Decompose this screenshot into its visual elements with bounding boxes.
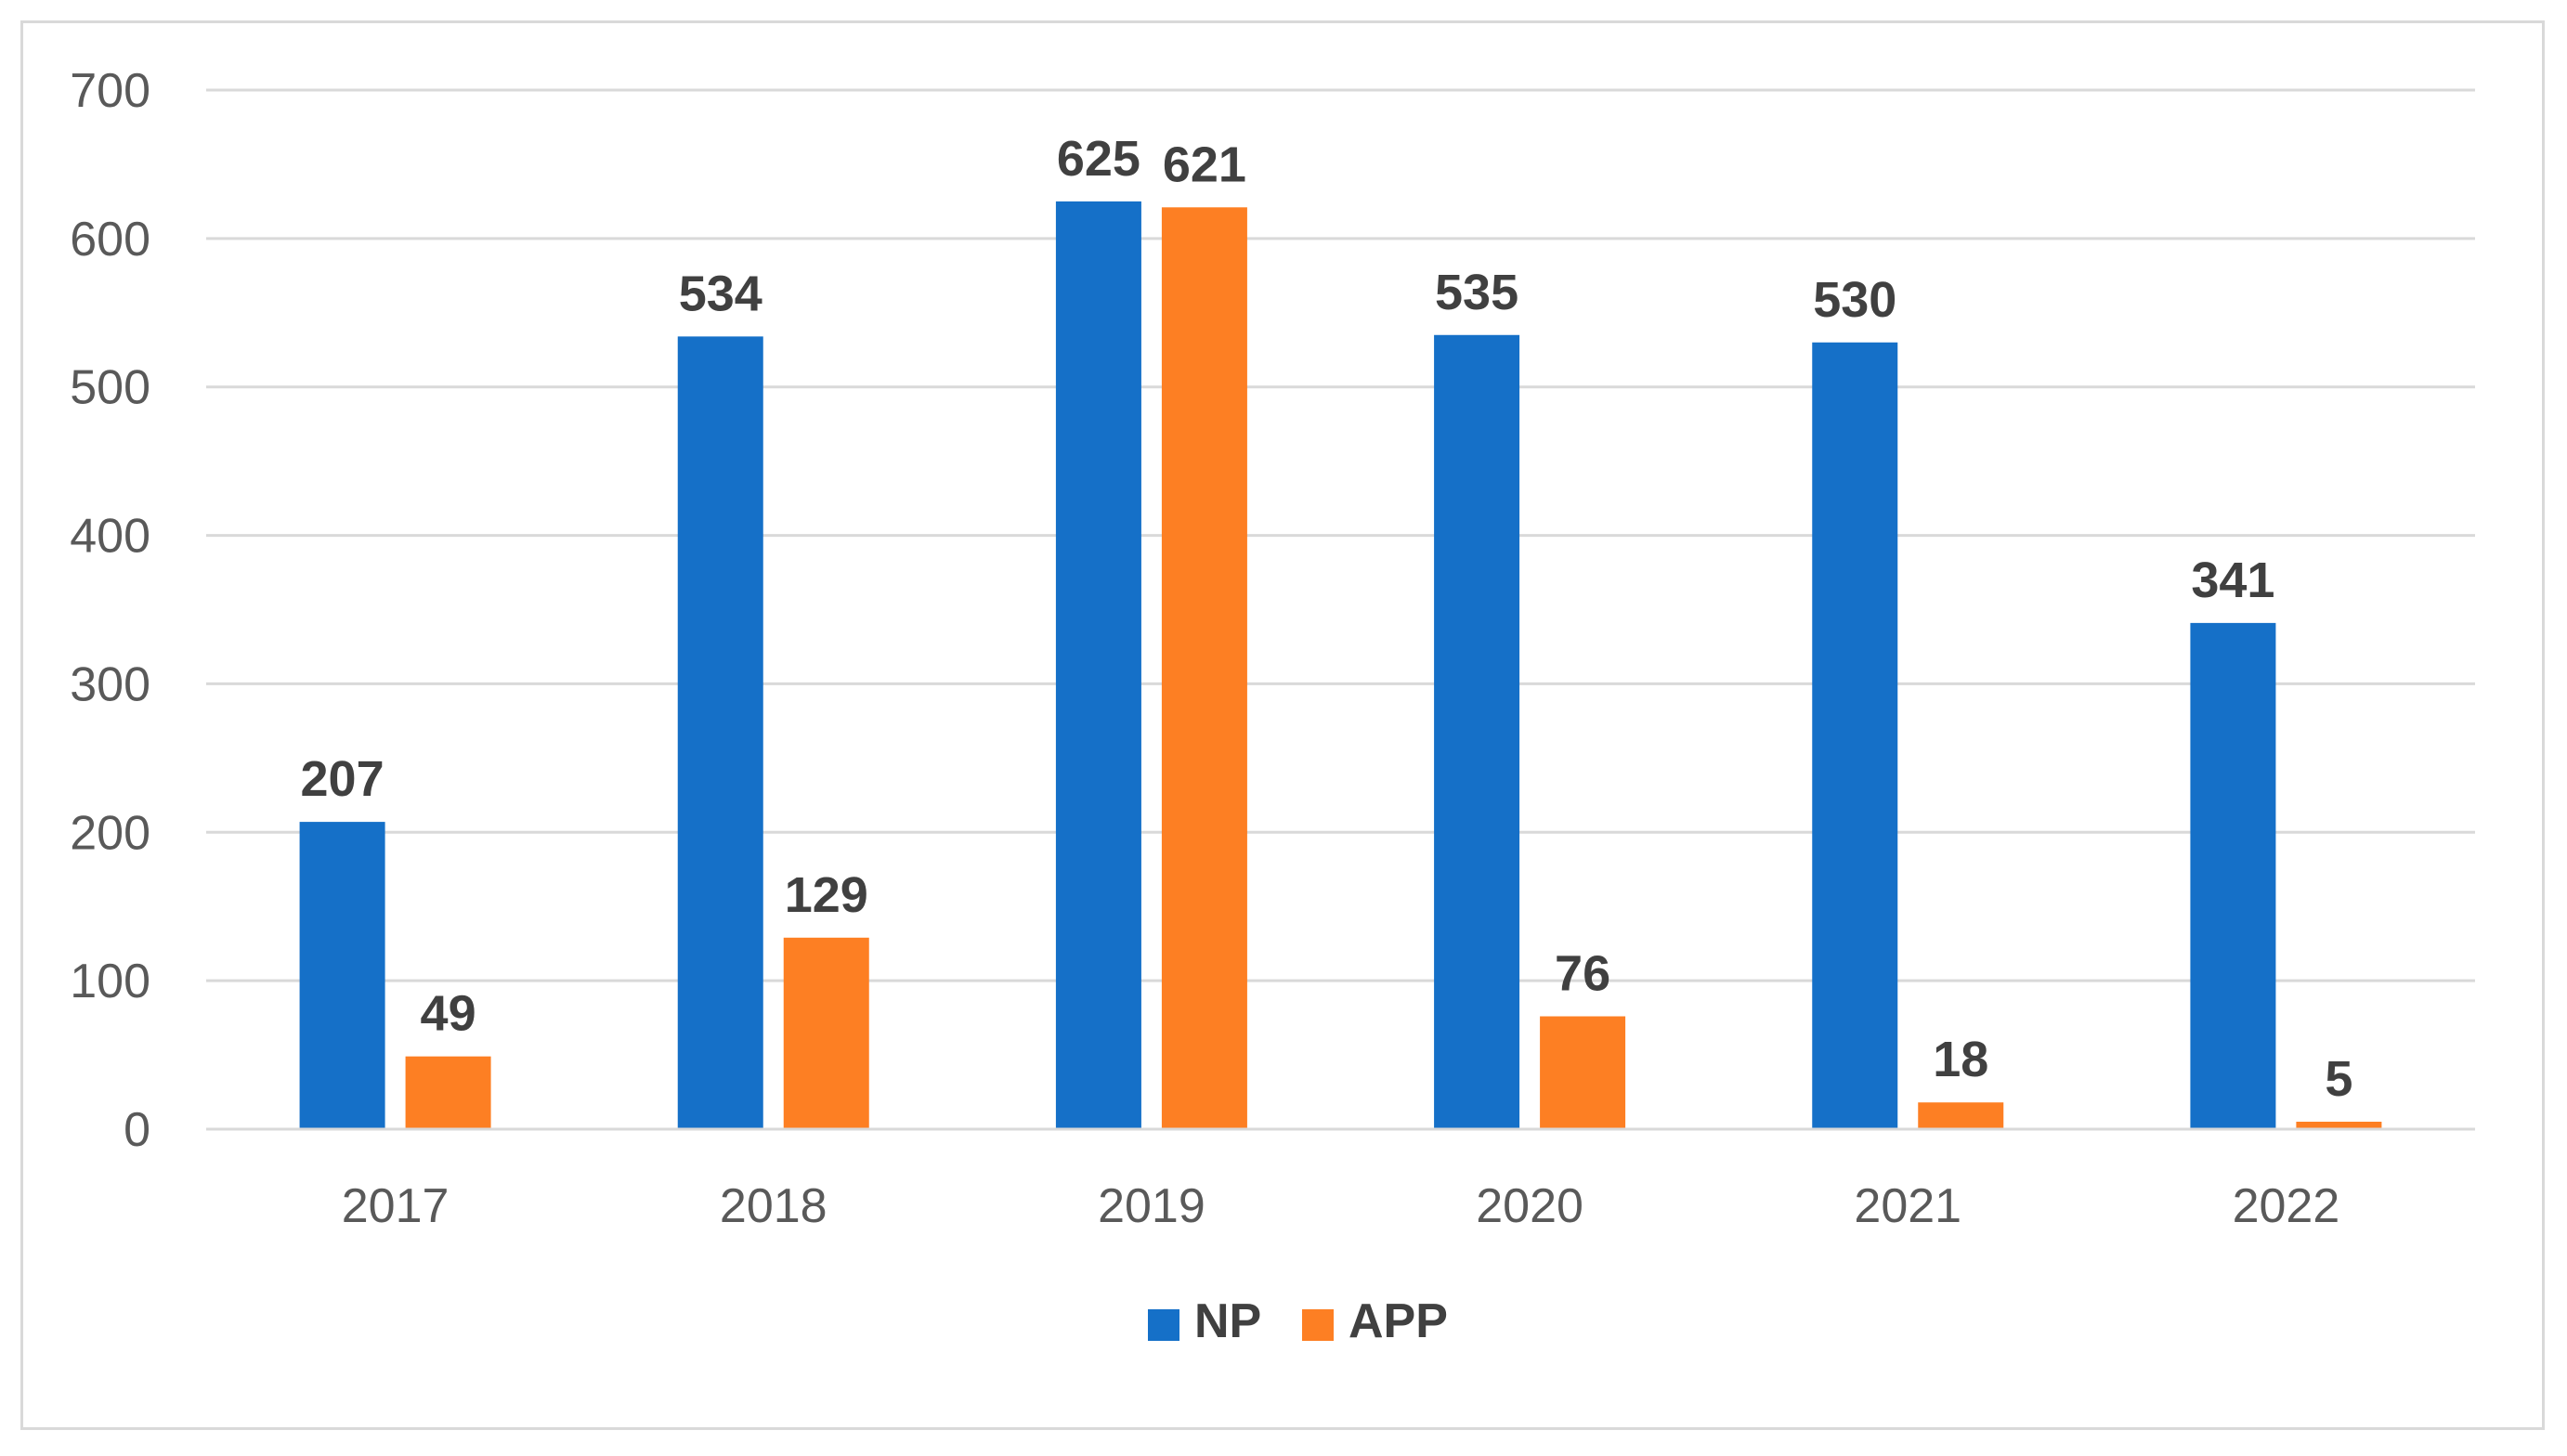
x-axis: 2017 2018 2019 2020 2021 2022 xyxy=(206,1127,2475,1233)
data-label-app-2021: 18 xyxy=(1933,1032,1988,1087)
bars xyxy=(299,201,2382,1130)
data-label-app-2018: 129 xyxy=(785,867,868,923)
y-tick-label: 500 xyxy=(70,361,150,415)
bar-np-2018 xyxy=(677,336,763,1129)
y-tick-label: 0 xyxy=(124,1103,150,1157)
bar-app-2019 xyxy=(1161,207,1247,1130)
legend: NP APP xyxy=(1148,1294,1448,1348)
bar-app-2018 xyxy=(783,937,869,1129)
bar-app-2021 xyxy=(1918,1102,2004,1129)
y-axis: 0 100 200 300 400 500 600 700 xyxy=(70,64,150,1157)
gridlines xyxy=(206,88,2475,1131)
bar-app-2022 xyxy=(2296,1122,2382,1129)
legend-label-app: APP xyxy=(1349,1294,1448,1348)
data-label-app-2022: 5 xyxy=(2325,1051,2352,1107)
bar-np-2022 xyxy=(2190,622,2276,1129)
data-labels: 207 49 534 129 625 621 535 76 530 18 341 5 xyxy=(301,131,2353,1107)
y-tick-label: 400 xyxy=(70,510,150,564)
bar-np-2020 xyxy=(1434,334,1520,1129)
data-label-np-2019: 625 xyxy=(1057,131,1140,187)
data-label-app-2017: 49 xyxy=(421,986,476,1042)
x-tick-label-2019: 2019 xyxy=(1098,1179,1205,1233)
chart-frame xyxy=(20,20,2545,1430)
legend-swatch-app xyxy=(1302,1309,1334,1341)
y-tick-label: 300 xyxy=(70,657,150,711)
bar-np-2021 xyxy=(1812,342,1898,1129)
data-label-np-2021: 530 xyxy=(1813,272,1896,328)
y-tick-label: 600 xyxy=(70,213,150,266)
y-tick-label: 100 xyxy=(70,955,150,1008)
y-tick-label: 700 xyxy=(70,64,150,118)
data-label-np-2017: 207 xyxy=(301,751,384,807)
bar-np-2019 xyxy=(1055,201,1141,1130)
legend-label-np: NP xyxy=(1194,1294,1261,1348)
data-label-np-2020: 535 xyxy=(1435,265,1518,320)
data-label-app-2020: 76 xyxy=(1555,946,1610,1002)
x-tick-label-2017: 2017 xyxy=(342,1179,450,1233)
data-label-app-2019: 621 xyxy=(1163,136,1246,192)
data-label-np-2022: 341 xyxy=(2191,552,2274,608)
data-label-np-2018: 534 xyxy=(679,266,762,321)
x-tick-label-2022: 2022 xyxy=(2233,1179,2340,1233)
y-tick-label: 200 xyxy=(70,806,150,860)
x-tick-label-2018: 2018 xyxy=(720,1179,827,1233)
bar-app-2017 xyxy=(405,1056,491,1129)
bar-app-2020 xyxy=(1540,1016,1626,1129)
x-tick-label-2020: 2020 xyxy=(1476,1179,1583,1233)
bar-np-2017 xyxy=(299,822,385,1129)
legend-swatch-np xyxy=(1148,1309,1179,1341)
x-tick-label-2021: 2021 xyxy=(1854,1179,1961,1233)
